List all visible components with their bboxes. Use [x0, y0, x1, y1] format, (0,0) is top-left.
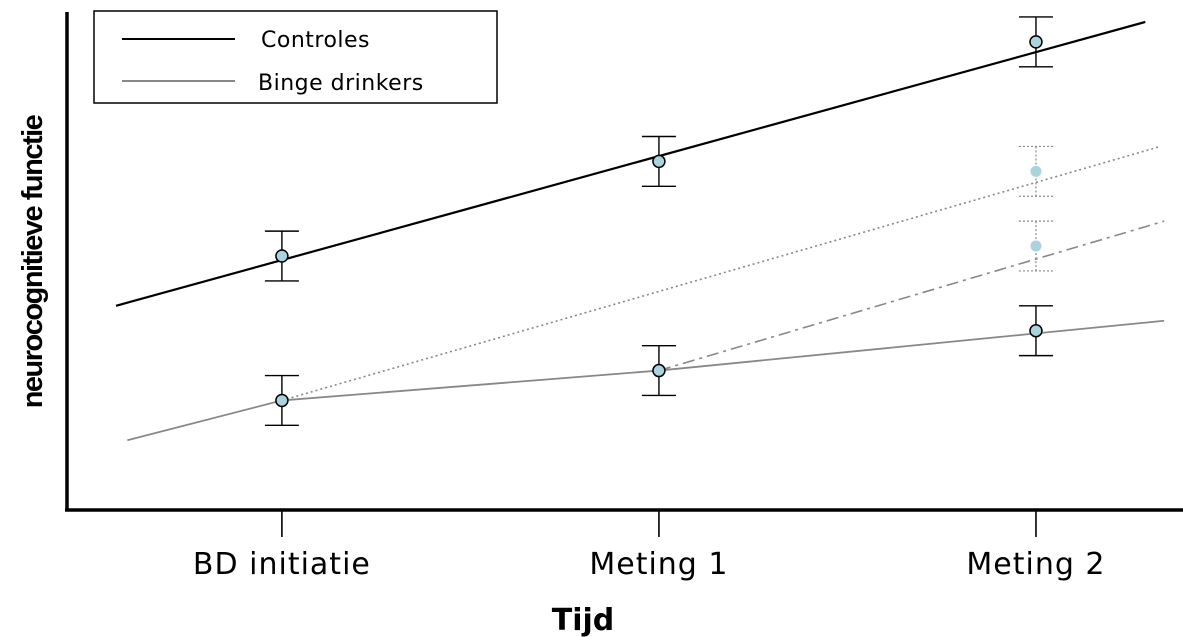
data-point-controles-2 — [652, 154, 666, 169]
x-axis-title: Tijd — [552, 603, 615, 637]
plot-area — [115, 16, 1165, 442]
legend-label-controles: Controles — [261, 28, 370, 53]
x-tick-label-1: BD initiatie — [193, 547, 371, 582]
x-tick-label-3: Meting 2 — [966, 547, 1105, 582]
series-line-projection-dashdot — [658, 220, 1165, 372]
x-tick-label-2: Meting 1 — [589, 547, 728, 582]
series-line-projection-dotted — [281, 145, 1161, 402]
data-point-binge-drinkers-1 — [275, 393, 289, 408]
legend-box — [93, 10, 498, 104]
data-point-controles-3 — [1029, 35, 1043, 49]
series-line-binge-drinkers — [127, 319, 1165, 442]
data-point-binge-drinkers-3 — [1029, 323, 1043, 338]
legend-label-binge-drinkers: Binge drinkers — [258, 71, 424, 96]
data-point-projection-dashdot-1 — [1030, 240, 1042, 252]
data-point-binge-drinkers-2 — [652, 363, 666, 378]
legend: Controles Binge drinkers — [93, 10, 498, 104]
data-point-controles-1 — [275, 249, 289, 263]
data-point-projection-dotted-1 — [1030, 165, 1042, 177]
x-ticks: BD initiatie Meting 1 Meting 2 — [193, 510, 1105, 582]
y-axis-title: neurocognitieve functie — [17, 114, 49, 408]
